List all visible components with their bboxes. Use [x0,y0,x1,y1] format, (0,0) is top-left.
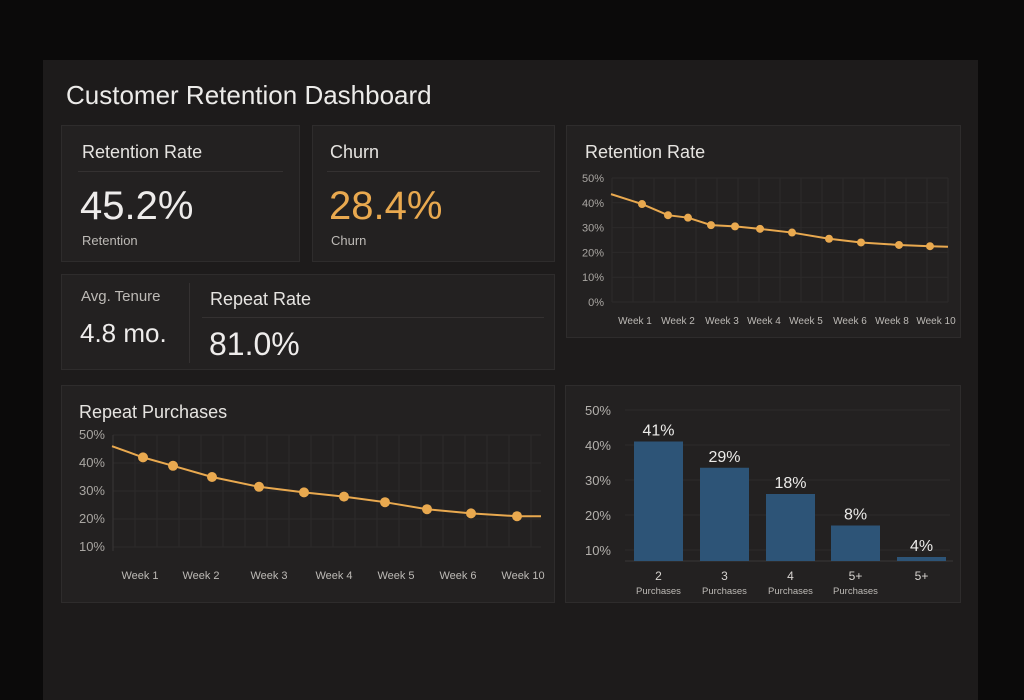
x-tick-label: Week 2 [661,316,695,327]
bar [766,494,815,561]
x-tick-label: Week 3 [250,570,287,582]
bar [897,557,946,561]
x-category-label: 4 [787,569,794,583]
x-tick-label: Week 10 [916,316,956,327]
y-tick-label: 20% [585,508,611,523]
data-point [422,504,432,515]
x-category-label: 5+ [915,569,929,583]
data-point [638,200,646,209]
y-tick-label: 30% [585,473,611,488]
bar-value-label: 8% [844,507,867,524]
churn-kpi-title: Churn [330,142,380,162]
data-point [512,511,522,522]
x-category-sublabel: Purchases [702,586,747,597]
y-tick-label: 40% [582,198,604,210]
data-point [926,242,934,251]
x-tick-label: Week 2 [182,570,219,582]
tenure-title: Avg. Tenure [81,288,161,305]
x-tick-label: Week 10 [501,570,544,582]
x-category-sublabel: Purchases [636,586,681,597]
y-tick-label: 50% [79,427,105,442]
data-point [299,487,309,498]
bar [700,467,749,561]
tenure-repeat-card: Avg. Tenure 4.8 mo. Repeat Rate 81.0% [61,274,555,370]
bar [634,441,683,561]
data-point [664,211,672,220]
data-point [684,213,692,222]
bar-value-label: 4% [910,538,933,555]
y-tick-label: 50% [582,173,604,185]
x-category-label: 5+ [849,569,863,583]
x-category-sublabel: Purchases [768,586,813,597]
x-tick-label: Week 1 [121,570,158,582]
data-point [788,228,796,237]
retention-kpi-value: 45.2% [80,184,194,228]
churn-kpi-value: 28.4% [329,184,443,228]
x-tick-label: Week 5 [789,316,823,327]
churn-kpi-card: Churn 28.4% Churn [312,125,555,262]
y-tick-label: 20% [582,247,604,259]
tenure-value: 4.8 mo. [80,318,167,348]
repeat-rate-title: Repeat Rate [210,289,312,309]
y-tick-label: 40% [585,438,611,453]
x-tick-label: Week 3 [705,316,739,327]
bar-value-label: 29% [708,449,740,466]
bar [831,525,880,561]
data-point [339,491,349,502]
x-tick-label: Week 8 [875,316,909,327]
bar-value-label: 41% [642,423,674,440]
charts-layer: 50% 40% 30% 20% 10% 0% Week 1 Week 2 Week 3 Week … [79,173,956,597]
y-tick-label: 0% [588,297,604,309]
y-tick-label: 10% [582,272,604,284]
y-tick-label: 40% [79,455,105,470]
data-point [168,460,178,471]
x-tick-label: Week 6 [439,570,476,582]
y-tick-label: 20% [79,511,105,526]
repeat-rate-value: 81.0% [209,326,300,362]
x-category-label: 3 [721,569,728,583]
y-tick-label: 10% [79,539,105,554]
data-point [825,234,833,243]
x-tick-label: Week 1 [618,316,652,327]
data-point [857,238,865,247]
data-point [756,224,764,233]
data-point [207,472,217,482]
retention-kpi-label: Retention [82,233,138,248]
y-tick-label: 30% [582,223,604,235]
data-point [707,221,715,230]
data-point [895,240,903,249]
data-point [466,508,476,519]
retention-kpi-title: Retention Rate [82,142,203,162]
x-tick-label: Week 4 [315,570,352,582]
retention-chart-title: Retention Rate [585,142,706,162]
bar-value-label: 18% [774,475,806,492]
data-point [138,452,148,463]
purchase-distribution-card [565,385,961,603]
page-title: Customer Retention Dashboard [66,80,432,110]
x-tick-label: Week 4 [747,316,781,327]
repeat-purchases-title: Repeat Purchases [79,402,228,422]
data-point [380,497,390,508]
series-line [111,445,541,518]
y-tick-label: 30% [79,483,105,498]
x-tick-label: Week 5 [377,570,414,582]
data-point [731,222,739,231]
y-tick-label: 10% [585,543,611,558]
churn-kpi-label: Churn [331,233,367,248]
data-point [254,481,264,492]
retention-kpi-card: Retention Rate 45.2% Retention [61,125,300,262]
x-tick-label: Week 6 [833,316,867,327]
x-category-label: 2 [655,569,662,583]
x-category-sublabel: Purchases [833,586,878,597]
y-tick-label: 50% [585,403,611,418]
